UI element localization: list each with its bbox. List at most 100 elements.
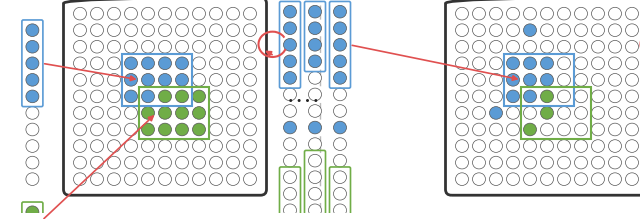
Circle shape bbox=[125, 41, 138, 53]
Bar bbox=[122, 54, 191, 106]
Circle shape bbox=[609, 107, 621, 119]
Circle shape bbox=[333, 39, 346, 51]
Circle shape bbox=[541, 173, 554, 185]
Circle shape bbox=[108, 140, 120, 152]
Circle shape bbox=[591, 57, 605, 70]
Circle shape bbox=[506, 173, 520, 185]
Circle shape bbox=[456, 41, 468, 53]
Circle shape bbox=[625, 7, 639, 20]
Circle shape bbox=[125, 24, 138, 37]
Circle shape bbox=[284, 55, 296, 68]
Circle shape bbox=[524, 57, 536, 70]
Circle shape bbox=[541, 41, 554, 53]
Circle shape bbox=[243, 41, 257, 53]
Circle shape bbox=[591, 24, 605, 37]
Circle shape bbox=[591, 74, 605, 86]
Circle shape bbox=[284, 187, 296, 200]
Circle shape bbox=[141, 57, 154, 70]
Circle shape bbox=[506, 57, 520, 70]
Circle shape bbox=[575, 90, 588, 103]
Circle shape bbox=[227, 140, 239, 152]
Circle shape bbox=[284, 105, 296, 117]
Circle shape bbox=[74, 173, 86, 185]
Circle shape bbox=[575, 57, 588, 70]
Circle shape bbox=[506, 24, 520, 37]
Circle shape bbox=[141, 123, 154, 136]
Circle shape bbox=[125, 74, 138, 86]
Circle shape bbox=[308, 55, 321, 68]
Circle shape bbox=[575, 41, 588, 53]
Circle shape bbox=[209, 140, 223, 152]
Bar bbox=[520, 87, 591, 139]
Circle shape bbox=[159, 173, 172, 185]
Circle shape bbox=[333, 105, 346, 117]
Circle shape bbox=[333, 171, 346, 184]
Circle shape bbox=[243, 57, 257, 70]
Circle shape bbox=[524, 74, 536, 86]
Circle shape bbox=[90, 140, 104, 152]
Circle shape bbox=[227, 156, 239, 169]
Circle shape bbox=[175, 107, 189, 119]
Circle shape bbox=[557, 123, 570, 136]
Circle shape bbox=[506, 74, 520, 86]
Circle shape bbox=[625, 156, 639, 169]
Circle shape bbox=[74, 7, 86, 20]
Circle shape bbox=[506, 107, 520, 119]
Circle shape bbox=[141, 173, 154, 185]
Circle shape bbox=[193, 41, 205, 53]
Circle shape bbox=[456, 57, 468, 70]
Circle shape bbox=[125, 107, 138, 119]
Circle shape bbox=[625, 24, 639, 37]
Circle shape bbox=[609, 173, 621, 185]
Circle shape bbox=[308, 5, 321, 18]
Circle shape bbox=[74, 156, 86, 169]
Circle shape bbox=[175, 90, 189, 103]
Circle shape bbox=[308, 138, 321, 150]
Circle shape bbox=[108, 107, 120, 119]
Circle shape bbox=[575, 74, 588, 86]
Circle shape bbox=[175, 123, 189, 136]
Circle shape bbox=[90, 90, 104, 103]
Circle shape bbox=[193, 156, 205, 169]
Circle shape bbox=[308, 22, 321, 35]
Circle shape bbox=[159, 140, 172, 152]
Circle shape bbox=[472, 107, 486, 119]
Circle shape bbox=[625, 140, 639, 152]
Circle shape bbox=[193, 123, 205, 136]
Circle shape bbox=[209, 41, 223, 53]
Circle shape bbox=[175, 140, 189, 152]
Circle shape bbox=[490, 7, 502, 20]
Circle shape bbox=[472, 156, 486, 169]
Circle shape bbox=[125, 57, 138, 70]
Circle shape bbox=[591, 107, 605, 119]
Circle shape bbox=[524, 123, 536, 136]
Circle shape bbox=[506, 140, 520, 152]
Circle shape bbox=[141, 74, 154, 86]
Circle shape bbox=[308, 171, 321, 184]
Circle shape bbox=[541, 140, 554, 152]
Circle shape bbox=[209, 74, 223, 86]
Circle shape bbox=[609, 41, 621, 53]
Circle shape bbox=[557, 173, 570, 185]
Circle shape bbox=[575, 123, 588, 136]
Bar bbox=[504, 54, 573, 106]
Circle shape bbox=[284, 204, 296, 217]
Circle shape bbox=[26, 107, 39, 119]
Circle shape bbox=[243, 156, 257, 169]
Circle shape bbox=[456, 90, 468, 103]
Circle shape bbox=[74, 74, 86, 86]
Circle shape bbox=[159, 107, 172, 119]
Circle shape bbox=[456, 74, 468, 86]
Circle shape bbox=[472, 57, 486, 70]
Circle shape bbox=[333, 121, 346, 134]
Circle shape bbox=[333, 5, 346, 18]
Circle shape bbox=[125, 173, 138, 185]
Circle shape bbox=[108, 156, 120, 169]
Circle shape bbox=[557, 24, 570, 37]
Circle shape bbox=[90, 41, 104, 53]
Circle shape bbox=[175, 156, 189, 169]
Circle shape bbox=[209, 7, 223, 20]
Circle shape bbox=[625, 57, 639, 70]
Circle shape bbox=[541, 107, 554, 119]
Circle shape bbox=[227, 74, 239, 86]
